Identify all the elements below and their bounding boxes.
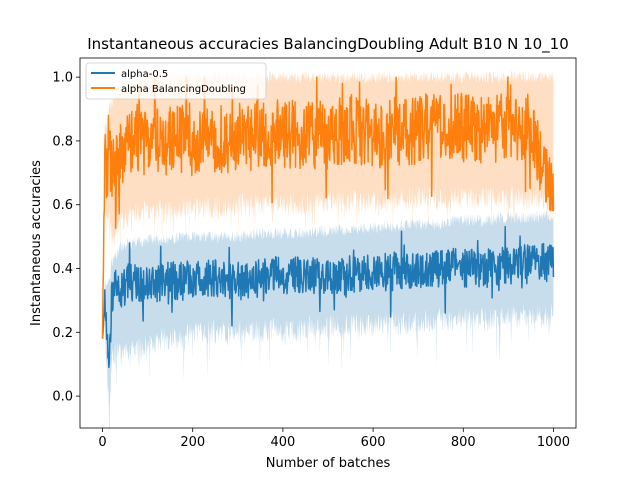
y-tick-label: 0.6 (52, 198, 73, 213)
legend-label-alpha-0.5: alpha-0.5 (121, 69, 168, 80)
x-axis-title: Number of batches (266, 456, 391, 471)
y-tick-label: 1.0 (52, 71, 73, 86)
plot-frame (79, 57, 577, 429)
series-line-alpha-balancingdoubling (101, 76, 555, 339)
legend-box (85, 62, 267, 100)
y-axis-title: Instantaneous accuracies (29, 160, 44, 326)
x-tick-label: 400 (270, 435, 295, 450)
x-tick-label: 800 (451, 435, 476, 450)
x-tick-label: 1000 (537, 435, 570, 450)
series-line-alpha-0.5 (101, 225, 555, 369)
x-tick-label: 0 (98, 435, 106, 450)
x-axis: 0 200 400 600 800 1000 (98, 428, 570, 450)
x-tick-label: 600 (361, 435, 386, 450)
series-layer (101, 70, 555, 428)
y-tick-label: 0.0 (52, 390, 73, 405)
legend-label-alpha-balancingdoubling: alpha BalancingDoubling (121, 84, 246, 95)
y-axis: 0.0 0.2 0.4 0.6 0.8 1.0 (52, 71, 80, 405)
y-tick-label: 0.4 (52, 262, 73, 277)
y-tick-label: 0.8 (52, 134, 73, 149)
y-tick-label: 0.2 (52, 326, 73, 341)
chart-title: Instantaneous accuracies BalancingDoubli… (87, 35, 569, 54)
x-tick-label: 200 (180, 435, 205, 450)
legend: alpha-0.5 alpha BalancingDoubling (85, 62, 267, 100)
